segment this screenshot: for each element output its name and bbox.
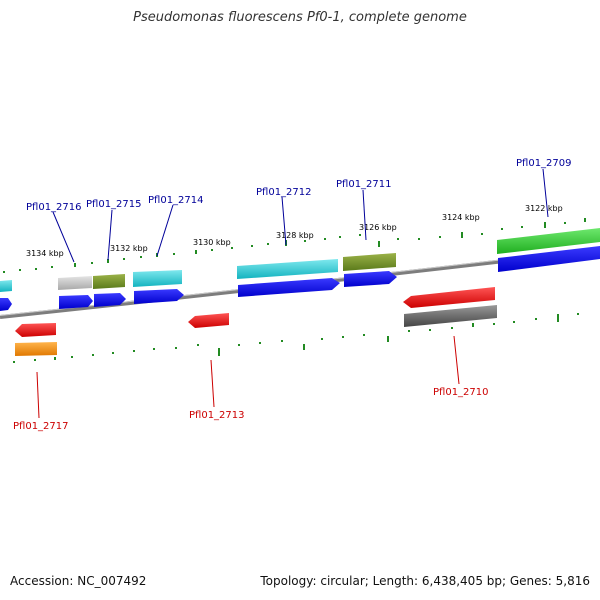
gene-feature[interactable] [237, 259, 338, 279]
outer-ruler [3, 218, 586, 273]
gene-feature[interactable] [403, 287, 495, 308]
gene-label[interactable]: Pfl01_2713 [189, 410, 245, 421]
genome-summary-text: Topology: circular; Length: 6,438,405 bp… [260, 574, 590, 588]
gene-label[interactable]: Pfl01_2716 [26, 202, 82, 213]
gene-label[interactable]: Pfl01_2717 [13, 421, 69, 432]
gene-label[interactable]: Pfl01_2709 [516, 158, 572, 169]
scale-label: 3130 kbp [193, 238, 231, 247]
gene-label[interactable]: Pfl01_2714 [148, 195, 204, 206]
gene-feature[interactable] [94, 293, 126, 307]
gene-feature[interactable] [344, 271, 397, 287]
map-title: Pseudomonas fluorescens Pf0-1, complete … [133, 10, 467, 25]
scale-labels: 3134 kbp 3132 kbp 3130 kbp 3128 kbp 3126… [26, 204, 563, 258]
gene-feature[interactable] [404, 305, 497, 327]
gene-features-forward [0, 228, 600, 311]
gene-feature[interactable] [188, 313, 229, 328]
gene-features-reverse [15, 287, 497, 356]
gene-label[interactable]: Pfl01_2715 [86, 199, 142, 210]
gene-feature[interactable] [93, 274, 125, 289]
accession-text: Accession: NC_007492 [10, 574, 147, 588]
scale-label: 3134 kbp [26, 249, 64, 258]
scale-label: 3122 kbp [525, 204, 563, 213]
gene-feature[interactable] [133, 270, 182, 287]
gene-feature[interactable] [15, 342, 57, 356]
scale-label: 3124 kbp [442, 213, 480, 222]
scale-label: 3126 kbp [359, 223, 397, 232]
label-leaders [36, 168, 549, 419]
inner-ruler [13, 313, 579, 363]
scale-label: 3128 kbp [276, 231, 314, 240]
gene-feature[interactable] [58, 276, 92, 290]
gene-feature[interactable] [134, 289, 184, 304]
gene-feature[interactable] [59, 295, 93, 309]
gene-feature[interactable] [497, 228, 600, 254]
gene-feature[interactable] [0, 298, 12, 311]
gene-label[interactable]: Pfl01_2711 [336, 179, 392, 190]
scale-label: 3132 kbp [110, 244, 148, 253]
gene-feature[interactable] [15, 323, 56, 337]
gene-feature[interactable] [0, 280, 12, 292]
gene-feature[interactable] [238, 278, 340, 297]
gene-label[interactable]: Pfl01_2712 [256, 187, 312, 198]
top-gene-labels: Pfl01_2716 Pfl01_2715 Pfl01_2714 Pfl01_2… [26, 158, 572, 213]
gene-label[interactable]: Pfl01_2710 [433, 387, 489, 398]
gene-feature[interactable] [343, 253, 396, 271]
bottom-gene-labels: Pfl01_2717 Pfl01_2713 Pfl01_2710 [13, 387, 489, 432]
gene-feature[interactable] [498, 246, 600, 272]
